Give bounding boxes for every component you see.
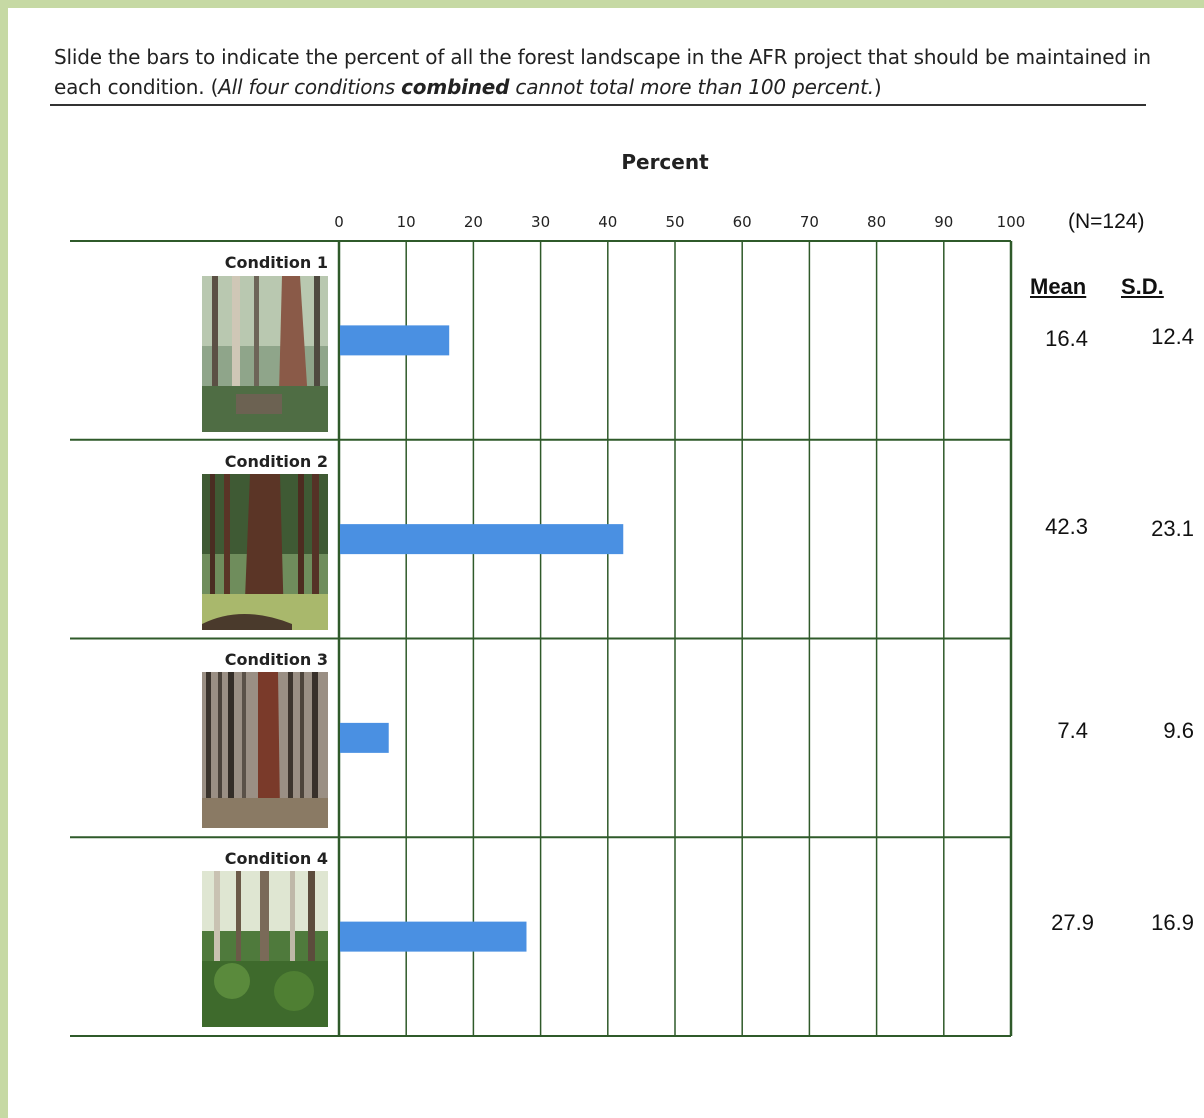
forest-photo xyxy=(202,276,328,432)
forest-photo xyxy=(202,474,328,630)
forest-photo xyxy=(202,871,328,1027)
mean-value: 27.9 xyxy=(1051,910,1094,935)
x-tick-label: 0 xyxy=(334,213,344,231)
mean-header: Mean xyxy=(1030,274,1087,299)
sd-value: 23.1 xyxy=(1151,516,1194,541)
mean-value: 16.4 xyxy=(1045,326,1088,351)
mean-value: 42.3 xyxy=(1045,514,1088,539)
condition-label: Condition 1 xyxy=(224,253,328,272)
sample-size-label: (N=124) xyxy=(1068,210,1145,233)
bar xyxy=(340,524,624,555)
condition-label: Condition 3 xyxy=(224,650,328,669)
x-tick-label: 100 xyxy=(997,213,1026,231)
x-tick-label: 40 xyxy=(598,213,617,231)
sd-value: 12.4 xyxy=(1151,324,1194,349)
x-tick-label: 20 xyxy=(464,213,483,231)
condition-label: Condition 4 xyxy=(224,849,328,868)
x-tick-label: 90 xyxy=(934,213,953,231)
x-tick-label: 30 xyxy=(531,213,550,231)
sd-value: 9.6 xyxy=(1163,718,1194,743)
x-tick-label: 50 xyxy=(665,213,684,231)
axis-title: Percent xyxy=(621,150,709,174)
condition-label: Condition 2 xyxy=(224,452,328,471)
forest-photo xyxy=(202,672,328,828)
bar xyxy=(340,325,450,356)
mean-value: 7.4 xyxy=(1057,718,1088,743)
header-rule xyxy=(50,104,1146,106)
x-tick-label: 60 xyxy=(733,213,752,231)
x-tick-label: 80 xyxy=(867,213,886,231)
bar xyxy=(340,921,527,952)
x-tick-label: 10 xyxy=(397,213,416,231)
sd-value: 16.9 xyxy=(1151,910,1194,935)
sd-header: S.D. xyxy=(1121,274,1164,299)
instructions-text: Slide the bars to indicate the percent o… xyxy=(54,45,1151,99)
x-tick-label: 70 xyxy=(800,213,819,231)
bar xyxy=(340,722,389,753)
